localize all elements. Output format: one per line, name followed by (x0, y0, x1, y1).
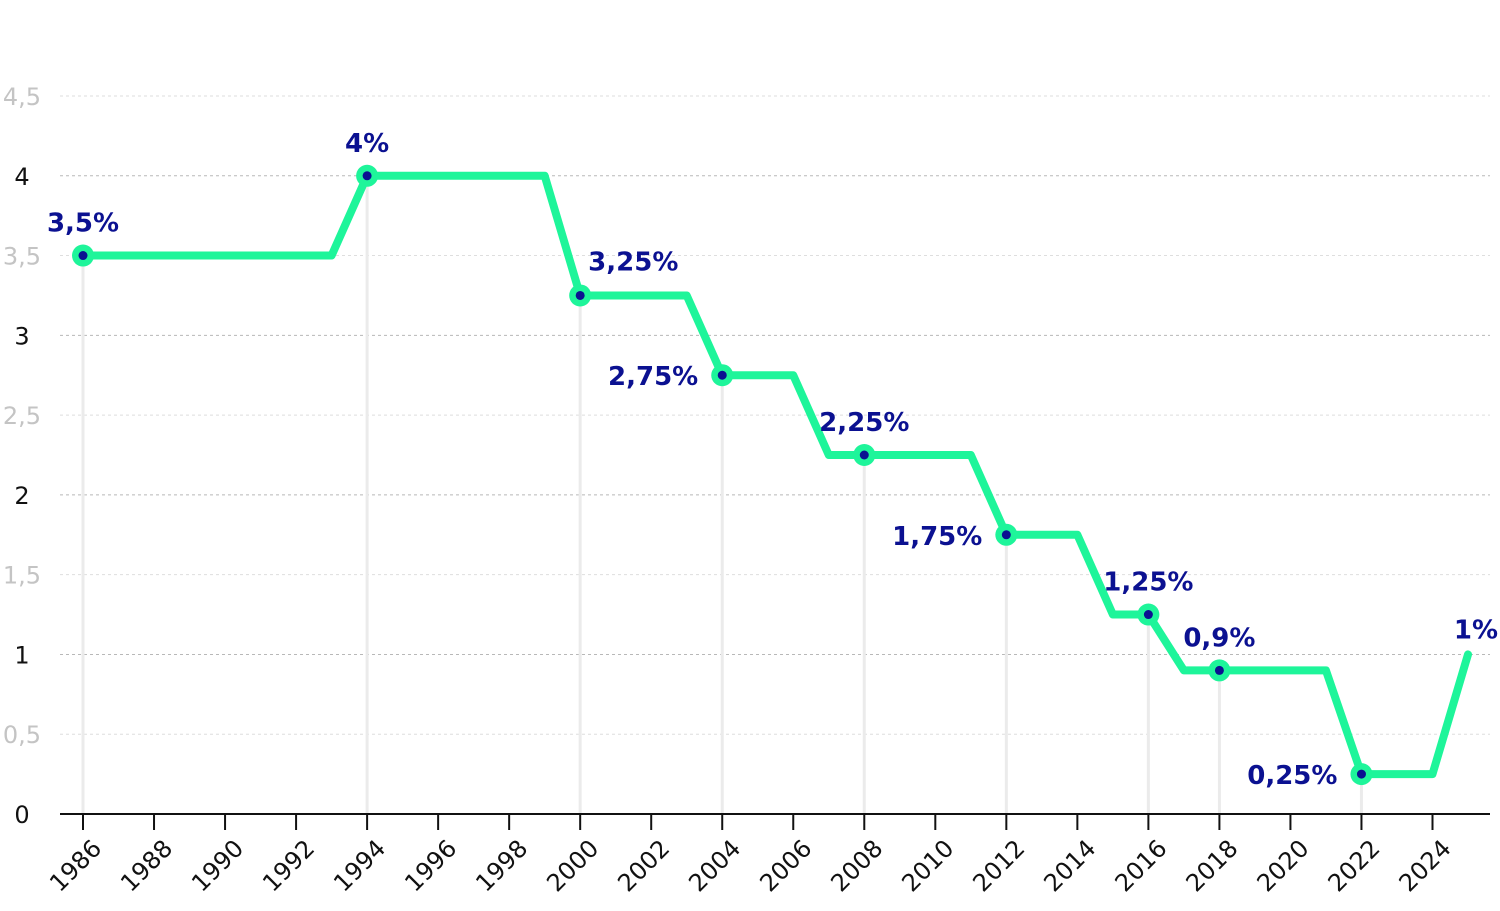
x-tick-label-9: 2004 (683, 834, 746, 897)
point-dot-7 (1214, 665, 1224, 675)
y-axis: 0 0,5 1 1,5 2 2,5 3 3,5 4 4,5 (3, 83, 41, 829)
data-label-7: 0,9% (1183, 623, 1255, 653)
x-tick-label-6: 1998 (470, 834, 533, 897)
point-dot-2 (575, 290, 585, 300)
x-tick-label-0: 1986 (44, 834, 107, 897)
data-label-6: 1,25% (1103, 568, 1193, 598)
x-tick-label-10: 2006 (754, 834, 817, 897)
x-axis: 1986 1988 1990 1992 1994 1996 1998 2000 2002 2004… (44, 813, 1490, 897)
y-tick-label-4: 2 (14, 482, 29, 510)
data-labels: 3,5% 4% 3,25% 2,75% 2,25% 1,75% 1,25% 0,9% 0,25%… (47, 129, 1498, 791)
x-tick-label-19: 2024 (1394, 834, 1457, 897)
x-tick-label-11: 2008 (825, 834, 888, 897)
y-tick-label-9: 4,5 (3, 83, 41, 111)
y-tick-label-6: 3 (14, 322, 29, 350)
point-dot-5 (1001, 530, 1011, 540)
x-tick-label-15: 2016 (1110, 834, 1173, 897)
data-label-9: 1% (1454, 615, 1498, 645)
point-dot-4 (859, 450, 869, 460)
y-tick-label-7: 3,5 (3, 243, 41, 271)
data-label-0: 3,5% (47, 209, 119, 239)
y-tick-label-5: 2,5 (3, 402, 41, 430)
y-tick-label-1: 0,5 (3, 721, 41, 749)
data-label-8: 0,25% (1247, 761, 1337, 791)
data-label-2: 3,25% (588, 247, 678, 277)
x-tick-label-4: 1994 (328, 834, 391, 897)
point-dot-3 (717, 370, 727, 380)
y-tick-label-8: 4 (14, 163, 29, 191)
x-tick-label-3: 1992 (257, 834, 320, 897)
series (79, 171, 1472, 779)
point-dot-6 (1143, 610, 1153, 620)
x-tick-label-12: 2010 (896, 834, 959, 897)
y-tick-label-2: 1 (14, 641, 29, 669)
x-tick-label-16: 2018 (1181, 834, 1244, 897)
y-tick-label-3: 1,5 (3, 562, 41, 590)
data-label-5: 1,75% (892, 522, 982, 552)
point-dot-0 (78, 251, 88, 261)
drop-lines (81, 175, 1363, 814)
gridlines (60, 95, 1490, 735)
x-tick-label-2: 1990 (186, 834, 249, 897)
point-dot-1 (362, 171, 372, 181)
x-tick-label-13: 2012 (967, 834, 1030, 897)
x-tick-label-18: 2022 (1323, 834, 1386, 897)
x-tick-label-14: 2014 (1038, 834, 1101, 897)
y-tick-label-0: 0 (14, 801, 29, 829)
data-label-4: 2,25% (819, 408, 909, 438)
markers (72, 164, 1373, 786)
data-label-3: 2,75% (608, 362, 698, 392)
x-tick-label-5: 1996 (399, 834, 462, 897)
x-tick-label-17: 2020 (1252, 834, 1315, 897)
x-tick-label-7: 2000 (541, 834, 604, 897)
x-tick-label-1: 1988 (115, 834, 178, 897)
series-line (79, 171, 1472, 779)
x-tick-label-8: 2002 (612, 834, 675, 897)
data-label-1: 4% (345, 129, 389, 159)
point-dot-8 (1356, 769, 1366, 779)
